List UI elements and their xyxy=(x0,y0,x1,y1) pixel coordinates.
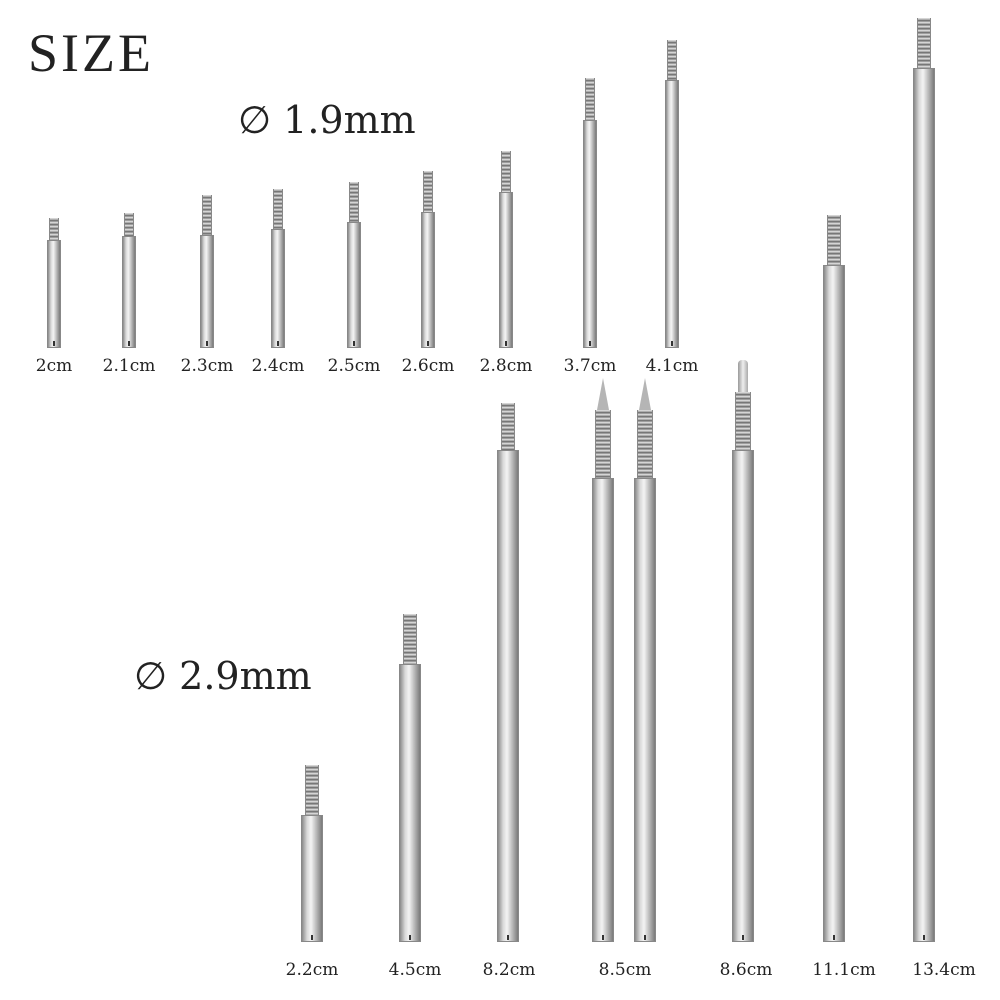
rod-small xyxy=(665,80,679,348)
rod-size-label: 2.2cm xyxy=(285,960,339,980)
rod-small xyxy=(499,192,513,348)
rod-size-label: 11.1cm xyxy=(812,960,876,980)
rod-thread xyxy=(585,78,595,120)
rod-thread xyxy=(637,410,653,478)
rod-small xyxy=(347,222,361,348)
rod-thread xyxy=(827,215,841,265)
rod-thread xyxy=(403,614,417,664)
rod-thread xyxy=(349,182,359,222)
pointed-tip xyxy=(597,378,609,410)
rod-thread xyxy=(202,195,212,235)
rod-size-label: 4.5cm xyxy=(388,960,442,980)
rod-small xyxy=(271,229,285,348)
rod-size-label: 2.3cm xyxy=(180,356,234,376)
diameter-label-large: ∅ 2.9mm xyxy=(134,654,312,698)
pointed-tip xyxy=(639,378,651,410)
rod-large xyxy=(399,664,421,942)
rod-small xyxy=(200,235,214,348)
rod-size-label: 2cm xyxy=(35,356,73,376)
rod-large xyxy=(301,815,323,942)
size-title: SIZE xyxy=(28,23,154,83)
rod-size-label: 3.7cm xyxy=(563,356,617,376)
rod-size-label: 2.4cm xyxy=(251,356,305,376)
rod-size-label: 8.5cm xyxy=(598,960,652,980)
rod-size-label: 4.1cm xyxy=(645,356,699,376)
rod-thread xyxy=(49,218,59,240)
rod-thread xyxy=(501,403,515,450)
rod-small xyxy=(47,240,61,348)
rod-large xyxy=(823,265,845,942)
rod-size-label: 2.1cm xyxy=(102,356,156,376)
rod-size-label: 2.5cm xyxy=(327,356,381,376)
rod-thread xyxy=(124,213,134,236)
rod-small xyxy=(122,236,136,348)
rod-size-label: 8.2cm xyxy=(482,960,536,980)
rod-large xyxy=(732,450,754,942)
rod-thread xyxy=(595,410,611,478)
rod-thread xyxy=(667,40,677,80)
rod-thread xyxy=(735,392,751,450)
rod-large xyxy=(497,450,519,942)
rod-size-label: 8.6cm xyxy=(719,960,773,980)
rod-small xyxy=(421,212,435,348)
rod-large xyxy=(913,68,935,942)
rod-thread xyxy=(305,765,319,815)
rod-thread xyxy=(423,171,433,212)
diameter-label-small: ∅ 1.9mm xyxy=(238,98,416,142)
rod-size-label: 2.6cm xyxy=(401,356,455,376)
rod-thread xyxy=(273,189,283,229)
rod-small xyxy=(583,120,597,348)
pin-tip xyxy=(738,360,748,392)
rod-size-label: 2.8cm xyxy=(479,356,533,376)
rod-thread xyxy=(917,18,931,68)
rod-large xyxy=(592,478,614,942)
rod-large xyxy=(634,478,656,942)
rod-thread xyxy=(501,151,511,192)
rod-size-label: 13.4cm xyxy=(912,960,976,980)
